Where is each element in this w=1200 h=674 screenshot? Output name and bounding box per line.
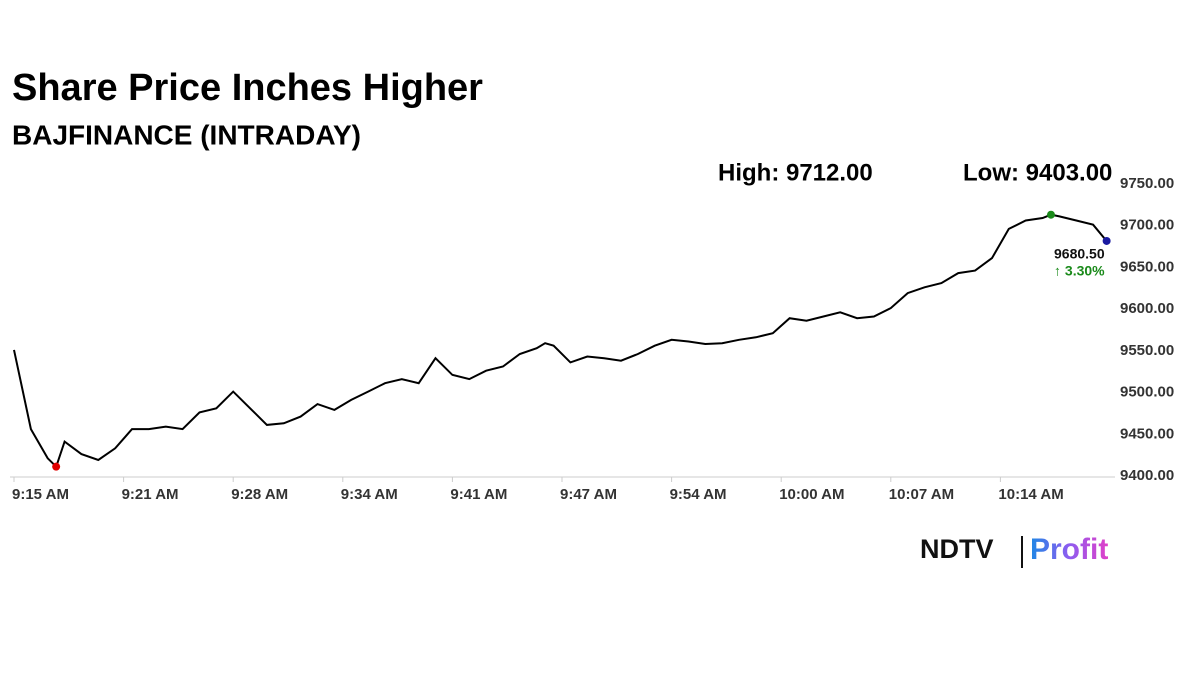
change-label: ↑ 3.30%: [1054, 263, 1105, 279]
y-tick-label: 9600.00: [1120, 300, 1174, 317]
y-tick-label: 9550.00: [1120, 342, 1174, 359]
x-tick-label: 10:07 AM: [889, 486, 954, 503]
brand-ndtv: NDTV: [920, 534, 994, 564]
x-tick-label: 9:54 AM: [670, 486, 727, 503]
last-price-label: 9680.50: [1054, 246, 1105, 262]
y-tick-label: 9500.00: [1120, 384, 1174, 401]
x-tick-label: 10:00 AM: [779, 486, 844, 503]
x-tick-label: 9:41 AM: [450, 486, 507, 503]
brand-profit: Profit: [1030, 533, 1108, 566]
x-tick-label: 9:21 AM: [122, 486, 179, 503]
y-tick-label: 9750.00: [1120, 175, 1174, 192]
point-marker: [1102, 236, 1111, 245]
y-tick-label: 9450.00: [1120, 425, 1174, 442]
point-marker: [52, 462, 61, 471]
point-marker: [1046, 210, 1055, 219]
low-label: Low: 9403.00: [963, 159, 1112, 186]
y-tick-label: 9650.00: [1120, 258, 1174, 275]
x-tick-label: 9:28 AM: [231, 486, 288, 503]
x-tick-label: 9:47 AM: [560, 486, 617, 503]
y-tick-label: 9700.00: [1120, 217, 1174, 234]
high-label: High: 9712.00: [718, 159, 873, 186]
chart-title: Share Price Inches Higher: [12, 67, 483, 109]
x-tick-label: 10:14 AM: [998, 486, 1063, 503]
x-tick-label: 9:15 AM: [12, 486, 69, 503]
chart-subtitle: BAJFINANCE (INTRADAY): [12, 119, 361, 150]
x-tick-label: 9:34 AM: [341, 486, 398, 503]
price-line: [13, 213, 1108, 469]
y-tick-label: 9400.00: [1120, 467, 1174, 484]
